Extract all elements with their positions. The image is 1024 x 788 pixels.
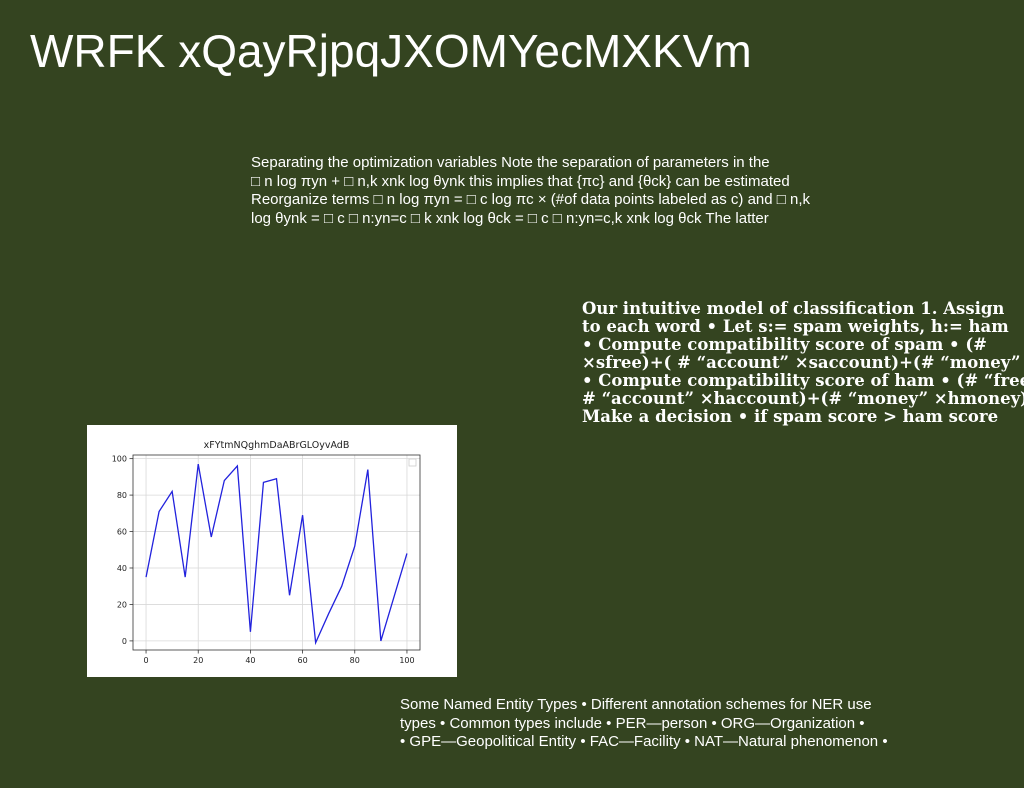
text-line: log θynk = □ c □ n:yn=c □ k xnk log θck … [251, 209, 769, 227]
y-tick-label: 80 [117, 491, 127, 500]
text-line: Make a decision • if spam score > ham sc… [582, 407, 999, 426]
x-tick-label: 40 [245, 656, 255, 665]
text-line: types • Common types include • PER—perso… [400, 714, 865, 732]
text-line: • Compute compatibility score of spam • … [582, 335, 987, 354]
y-tick-label: 100 [112, 455, 127, 464]
x-tick-label: 0 [143, 656, 148, 665]
legend-box [408, 458, 417, 467]
y-tick-label: 20 [117, 600, 127, 609]
text-line: Reorganize terms □ n log πyn = □ c log π… [251, 191, 810, 208]
text-line: # “account” ×haccount)+(# “money” ×hmone… [582, 389, 1024, 408]
slide-title: WRFK xQayRjpqJXOMYecMXKVm [30, 25, 752, 77]
line-chart-svg: 0 20 40 60 80 100 0 20 40 60 80 100 xFYtmNQghmDaABr… [112, 440, 421, 665]
chart-ticks: 0 20 40 60 80 100 0 20 40 60 80 100 [112, 455, 415, 665]
optimization-variables-text: Separating the optimization variables No… [251, 154, 810, 228]
text-line: • GPE—Geopolitical Entity • FAC—Facility… [400, 733, 888, 750]
x-tick-label: 100 [399, 656, 414, 665]
text-line: to each word • Let s:= spam weights, h:=… [582, 317, 1009, 336]
text-line: • Compute compatibility score of ham • (… [582, 371, 1024, 390]
x-tick-label: 80 [350, 656, 360, 665]
text-line: □ n log πyn + □ n,k xnk log θynk this im… [251, 172, 790, 190]
y-tick-label: 60 [117, 528, 127, 537]
y-tick-label: 0 [122, 637, 127, 646]
line-chart: 0 20 40 60 80 100 0 20 40 60 80 100 xFYtmNQghmDaABr… [87, 425, 457, 677]
series-line [145, 463, 408, 646]
plot-frame [132, 454, 421, 651]
text-line: ×sfree)+( # “account” ×saccount)+(# “mon… [582, 353, 1021, 372]
y-tick-label: 40 [117, 564, 127, 573]
text-line: Separating the optimization variables No… [251, 154, 770, 171]
x-tick-label: 60 [297, 656, 307, 665]
text-line: Our intuitive model of classification 1.… [582, 300, 1005, 318]
x-tick-label: 20 [193, 656, 203, 665]
named-entity-types-text: Some Named Entity Types • Different anno… [400, 696, 888, 752]
classification-model-text: Our intuitive model of classification 1.… [582, 300, 1024, 426]
text-line: Some Named Entity Types • Different anno… [400, 696, 872, 713]
chart-title: xFYtmNQghmDaABrGLOyvAdB [204, 440, 350, 451]
